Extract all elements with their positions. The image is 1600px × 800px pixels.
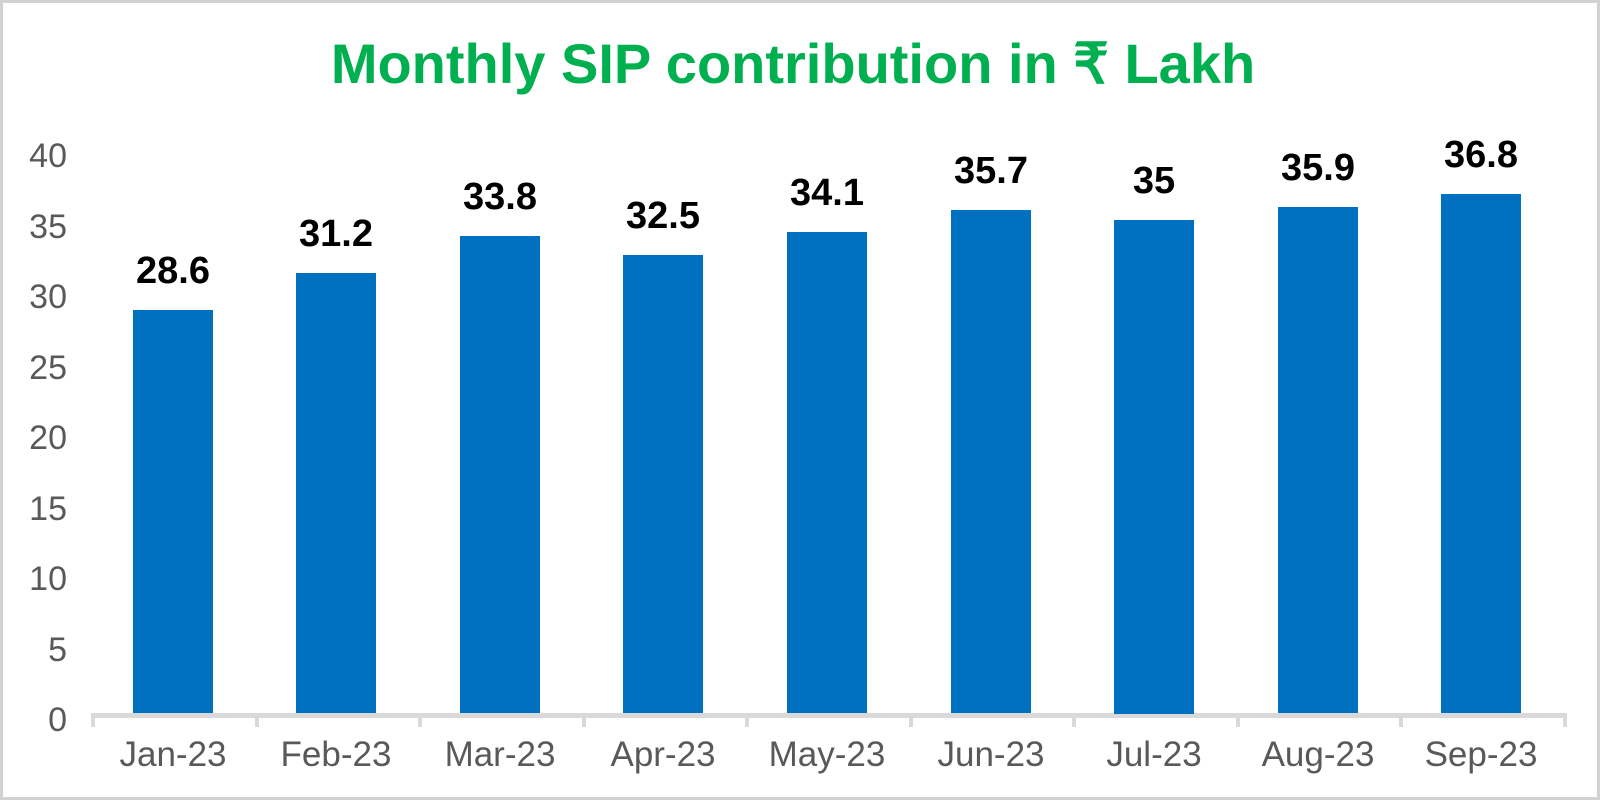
y-axis-tick-label: 10 [29, 560, 67, 598]
x-axis-tick-label: Apr-23 [610, 735, 716, 774]
y-axis-tick-label: 30 [29, 278, 67, 316]
x-axis-tick [745, 713, 750, 727]
bar-value-label: 35.9 [1281, 147, 1355, 189]
bar-value-label: 33.8 [463, 176, 537, 218]
bar-feb-23 [296, 273, 376, 713]
y-axis-tick-label: 5 [48, 631, 67, 669]
x-axis-tick [91, 713, 95, 727]
bar-jul-23 [1114, 220, 1194, 714]
x-axis-tick [1563, 713, 1567, 727]
x-axis-tick-label: Aug-23 [1261, 735, 1375, 774]
x-axis-tick [254, 713, 259, 727]
bar-value-label: 34.1 [790, 172, 864, 214]
bar-apr-23 [623, 255, 703, 713]
x-axis-line [91, 713, 1567, 718]
bar-value-label: 28.6 [136, 250, 210, 292]
bar-value-label: 35 [1132, 160, 1176, 202]
bar-mar-23 [460, 236, 540, 713]
bar-may-23 [787, 232, 867, 713]
bar-value-label: 31.2 [299, 213, 373, 255]
bar-value-label: 36.8 [1444, 134, 1518, 176]
bar-value-label: 32.5 [626, 195, 700, 237]
y-axis-tick-label: 40 [29, 137, 67, 175]
y-axis-tick-label: 20 [29, 419, 67, 457]
chart-title: Monthly SIP contribution in ₹ Lakh [330, 32, 1256, 95]
x-axis-tick-label: Jun-23 [937, 735, 1045, 774]
x-axis-tick [1235, 713, 1240, 727]
bar-jan-23 [133, 310, 213, 713]
x-axis-tick [1399, 713, 1404, 727]
y-axis-tick-label: 35 [29, 208, 67, 246]
x-axis-tick [1072, 713, 1077, 727]
x-axis-tick-label: Jul-23 [1106, 735, 1202, 774]
x-axis-tick-label: Feb-23 [280, 735, 392, 774]
x-axis-tick-label: Sep-23 [1424, 735, 1538, 774]
plot-area: 0 5 10 15 20 25 30 35 40 28.6 Jan-23 31.2 Feb-23 33.8… [3, 3, 1597, 797]
y-axis-tick-label: 15 [29, 490, 67, 528]
x-axis-tick-label: Mar-23 [444, 735, 556, 774]
bar-value-label: 35.7 [954, 150, 1028, 192]
x-axis-tick [908, 713, 913, 727]
y-axis-tick-label: 0 [48, 701, 67, 739]
x-axis-tick-label: Jan-23 [119, 735, 227, 774]
y-axis-tick-label: 25 [29, 349, 67, 387]
x-axis-tick-label: May-23 [768, 735, 886, 774]
bar-aug-23 [1278, 207, 1358, 713]
x-axis-tick [418, 713, 423, 727]
bar-jun-23 [951, 210, 1031, 713]
bar-sep-23 [1441, 194, 1521, 713]
x-axis-tick [581, 713, 586, 727]
